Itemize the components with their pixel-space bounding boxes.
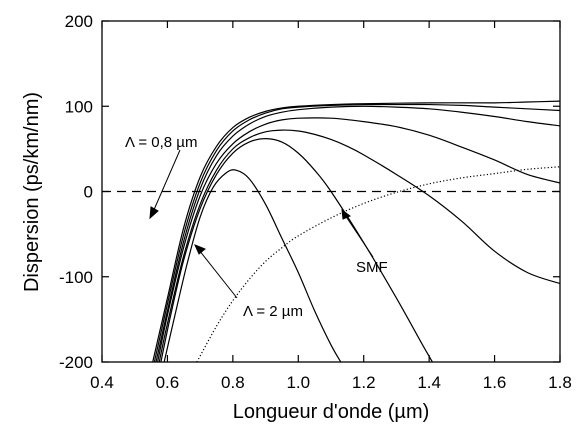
x-tick-label: 1.6 bbox=[483, 373, 507, 392]
x-tick-label: 1.8 bbox=[548, 373, 572, 392]
series-0-solid-line bbox=[163, 169, 342, 362]
y-tick-label: -100 bbox=[59, 268, 93, 287]
series-6-solid-line bbox=[152, 100, 560, 362]
y-axis-label: Dispersion (ps/km/nm) bbox=[21, 92, 43, 292]
arrow-lambda-0-8 bbox=[152, 149, 181, 213]
x-axis-label: Longueur d'onde (µm) bbox=[233, 401, 430, 423]
series-7-dotted-line bbox=[196, 166, 560, 362]
x-tick-label: 0.4 bbox=[90, 373, 114, 392]
annotation-lambda-2: Λ = 2 µm bbox=[243, 303, 303, 320]
arrowhead-smf bbox=[341, 208, 351, 220]
x-tick-label: 1.2 bbox=[352, 373, 376, 392]
series-3-solid-line bbox=[157, 117, 560, 362]
arrow-smf bbox=[344, 214, 374, 258]
series-1-solid-line bbox=[160, 138, 433, 362]
y-tick-label: 200 bbox=[65, 12, 93, 31]
arrowhead-lambda-0-8 bbox=[149, 206, 159, 220]
y-tick-label: 0 bbox=[84, 183, 93, 202]
annotation-arrows bbox=[149, 149, 374, 299]
curve-group bbox=[102, 100, 560, 362]
y-tick-label: -200 bbox=[59, 353, 93, 372]
y-tick-label: 100 bbox=[65, 97, 93, 116]
annotation-smf: SMF bbox=[356, 259, 388, 276]
x-tick-label: 1.0 bbox=[286, 373, 310, 392]
arrow-lambda-2 bbox=[198, 249, 238, 299]
arrowhead-lambda-2 bbox=[194, 244, 206, 255]
tick-labels: 0.4 0.6 0.8 1.0 1.2 1.4 1.6 1.8 -200 -100 0 100 200 bbox=[59, 12, 572, 392]
series-2-solid-line bbox=[158, 129, 560, 362]
series-4-solid-line bbox=[155, 105, 560, 362]
x-tick-label: 0.8 bbox=[221, 373, 245, 392]
annotation-lambda-0-8: Λ = 0,8 µm bbox=[125, 134, 197, 151]
x-tick-label: 0.6 bbox=[156, 373, 180, 392]
x-tick-label: 1.4 bbox=[417, 373, 441, 392]
